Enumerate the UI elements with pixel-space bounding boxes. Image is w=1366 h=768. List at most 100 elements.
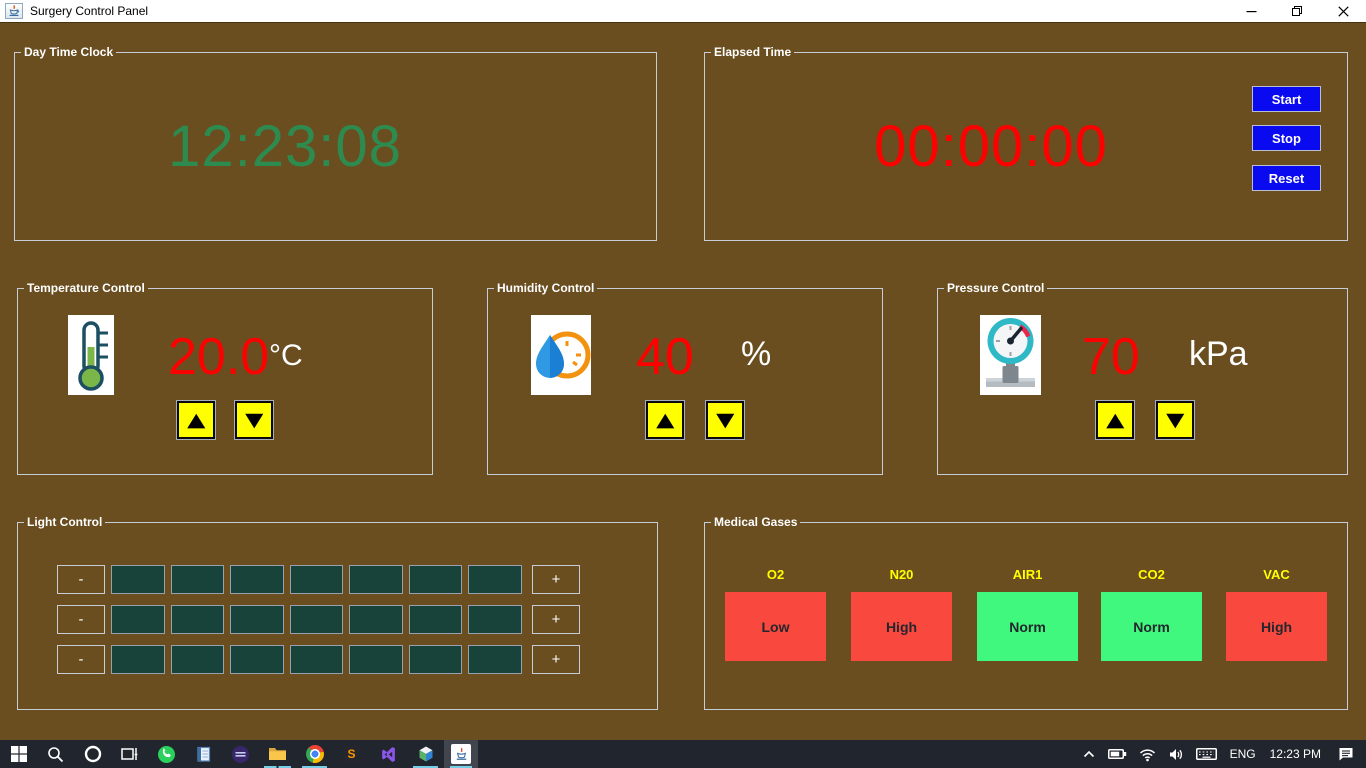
gas-status-indicator: Norm — [977, 592, 1078, 661]
light-segment — [289, 645, 344, 674]
reset-button[interactable]: Reset — [1252, 165, 1321, 191]
sublime-text-icon[interactable]: S — [333, 740, 370, 768]
stop-button[interactable]: Stop — [1252, 125, 1321, 151]
start-button-taskbar[interactable] — [0, 740, 37, 768]
humidity-value: 40 — [636, 328, 694, 386]
gas-column-co2: CO2 Norm — [1101, 567, 1202, 661]
taskbar: S — [0, 740, 1366, 768]
minimize-button[interactable] — [1228, 0, 1274, 22]
running-indicator — [264, 766, 291, 768]
show-hidden-icons-chevron[interactable] — [1076, 740, 1102, 768]
system-tray: ENG 12:23 PM — [1076, 740, 1366, 768]
pressure-up-button[interactable]: ▲ — [1095, 400, 1135, 440]
temperature-down-button[interactable]: ▼ — [234, 400, 274, 440]
light-1-decrease-button[interactable]: - — [57, 565, 105, 594]
light-segment — [349, 565, 403, 594]
light-segment — [408, 645, 463, 674]
whatsapp-icon[interactable] — [148, 740, 185, 768]
day-time-clock-display: 12:23:08 — [168, 114, 402, 179]
gas-name: O2 — [766, 567, 785, 582]
cortana-icon[interactable] — [74, 740, 111, 768]
surgery-control-panel: Day Time Clock 12:23:08 Elapsed Time 00:… — [0, 22, 1366, 740]
taskbar-clock[interactable]: 12:23 PM — [1269, 747, 1321, 761]
gas-status-indicator: Low — [725, 592, 826, 661]
light-segment — [468, 565, 523, 594]
close-button[interactable] — [1320, 0, 1366, 22]
panel-title: Day Time Clock — [21, 44, 117, 60]
light-segment — [230, 565, 284, 594]
humidity-dial-icon — [531, 315, 591, 395]
running-indicator — [302, 766, 327, 768]
file-explorer-icon[interactable] — [259, 740, 296, 768]
restore-button[interactable] — [1274, 0, 1320, 22]
humidity-control-panel: Humidity Control 40 % ▲ ▼ — [487, 280, 883, 475]
temperature-unit: °C — [269, 339, 303, 372]
humidity-up-button[interactable]: ▲ — [645, 400, 685, 440]
gas-column-o2: O2 Low — [725, 567, 826, 661]
temperature-control-panel: Temperature Control 20.0 °C ▲ ▼ — [17, 280, 433, 475]
light-segment — [408, 605, 463, 634]
gas-name: CO2 — [1138, 567, 1165, 582]
light-segment — [230, 605, 284, 634]
touch-keyboard-icon[interactable] — [1190, 740, 1223, 768]
gas-name: AIR1 — [1012, 567, 1043, 582]
window-title: Surgery Control Panel — [30, 4, 149, 18]
light-3-increase-button[interactable]: + — [532, 645, 580, 674]
humidity-down-button[interactable]: ▼ — [705, 400, 745, 440]
language-indicator[interactable]: ENG — [1229, 747, 1256, 761]
notepad-icon[interactable] — [185, 740, 222, 768]
panel-title: Pressure Control — [944, 280, 1048, 296]
wifi-icon[interactable] — [1133, 740, 1162, 768]
start-button[interactable]: Start — [1252, 86, 1321, 112]
titlebar: Surgery Control Panel — [0, 0, 1366, 22]
chrome-icon[interactable] — [296, 740, 333, 768]
humidity-unit: % — [741, 335, 772, 373]
java-app-taskbar-button[interactable] — [444, 740, 478, 768]
gas-status-indicator: High — [851, 592, 952, 661]
volume-icon[interactable] — [1162, 740, 1190, 768]
visual-studio-icon[interactable] — [370, 740, 407, 768]
light-segment — [349, 605, 403, 634]
elapsed-time-display: 00:00:00 — [874, 114, 1108, 179]
light-segment — [289, 605, 344, 634]
thermometer-icon — [68, 315, 114, 395]
eclipse-icon[interactable] — [222, 740, 259, 768]
temperature-up-button[interactable]: ▲ — [176, 400, 216, 440]
battery-icon[interactable] — [1102, 740, 1133, 768]
light-3-level-segments — [111, 645, 523, 674]
gas-column-vac: VAC High — [1226, 567, 1327, 661]
pressure-gauge-icon — [980, 315, 1041, 395]
elapsed-time-panel: Elapsed Time 00:00:00 Start Stop Reset — [704, 44, 1348, 241]
gas-column-air1: AIR1 Norm — [977, 567, 1078, 661]
light-2-level-segments — [111, 605, 523, 634]
light-segment — [111, 565, 165, 594]
light-segment — [408, 565, 463, 594]
cube-app-icon[interactable] — [407, 740, 444, 768]
search-icon[interactable] — [37, 740, 74, 768]
gas-column-n20: N20 High — [851, 567, 952, 661]
panel-title: Light Control — [24, 514, 106, 530]
pressure-down-button[interactable]: ▼ — [1155, 400, 1195, 440]
action-center-icon[interactable] — [1328, 740, 1366, 768]
gas-status-indicator: Norm — [1101, 592, 1202, 661]
temperature-value: 20.0 — [168, 328, 270, 386]
light-3-decrease-button[interactable]: - — [57, 645, 105, 674]
light-segment — [230, 645, 284, 674]
light-control-panel: Light Control - + - + - + — [17, 514, 658, 710]
window-controls — [1228, 0, 1366, 22]
light-2-decrease-button[interactable]: - — [57, 605, 105, 634]
light-segment — [170, 605, 225, 634]
light-segment — [111, 605, 165, 634]
light-1-increase-button[interactable]: + — [532, 565, 580, 594]
task-view-icon[interactable] — [111, 740, 148, 768]
light-segment — [289, 565, 344, 594]
light-segment — [349, 645, 403, 674]
running-indicator — [413, 766, 438, 768]
panel-title: Medical Gases — [711, 514, 801, 530]
java-cup-icon — [5, 3, 23, 19]
light-2-increase-button[interactable]: + — [532, 605, 580, 634]
pressure-value: 70 — [1082, 328, 1140, 386]
pressure-unit: kPa — [1189, 335, 1248, 373]
light-1-level-segments — [111, 565, 523, 594]
